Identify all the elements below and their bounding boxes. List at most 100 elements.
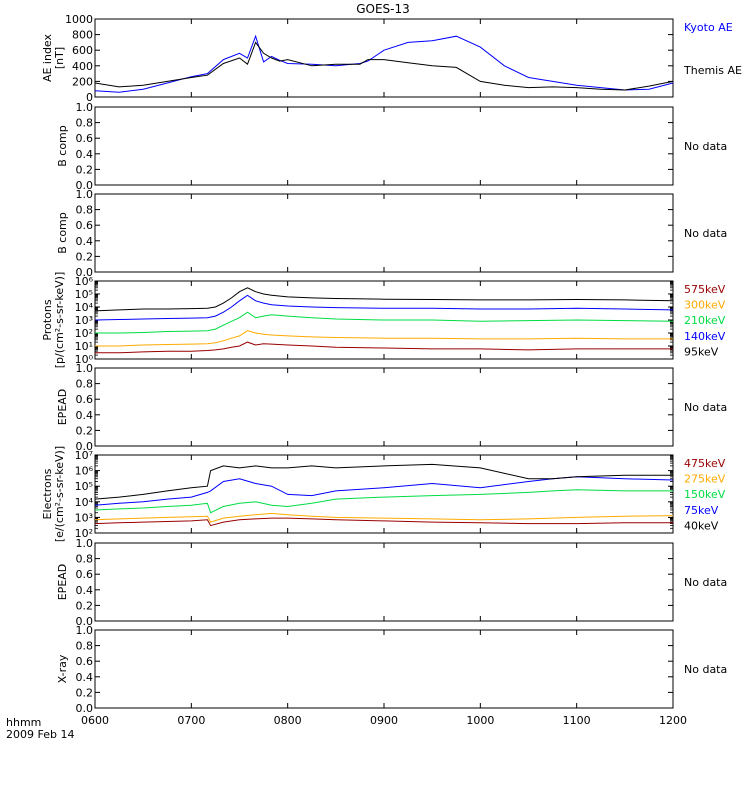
series-line-themis-ae: [94, 41, 674, 91]
y-tick-label: 0.6: [76, 568, 94, 581]
y-tick-label: 1.0: [76, 362, 94, 375]
y-axis-label: Electrons: [41, 468, 54, 519]
series-line-kyoto-ae: [94, 34, 674, 93]
y-tick-label: 10²: [75, 527, 93, 540]
y-tick-label: 1.0: [76, 188, 94, 201]
y-tick-label: 0.4: [76, 235, 94, 248]
y-axis-label: EPEAD: [56, 564, 69, 601]
panel-frame: [94, 629, 674, 709]
figure-title: GOES-13: [356, 2, 410, 16]
y-axis-label: [nT]: [53, 47, 66, 69]
y-tick-label: 0.0: [76, 440, 94, 453]
series-line-150kev: [94, 489, 673, 514]
series-line-575kev: [95, 341, 673, 354]
y-tick-label: 0.0: [76, 615, 94, 628]
legend-entry: 575keV: [684, 283, 726, 296]
no-data-label: No data: [684, 401, 727, 414]
y-tick-label: 400: [72, 60, 93, 73]
y-tick-label: 0.0: [76, 702, 94, 715]
y-tick-label: 10⁴: [75, 496, 94, 509]
panel-bcomp2: 0.0 0.2 0.4 0.6 0.8 1.0 B comp No data: [56, 188, 727, 279]
panel-electrons: 10² 10³ 10⁴ 10⁵ 10⁶ 10⁷ Electrons [e/(cm²-s-sr-…: [41, 446, 726, 542]
y-tick-label: 800: [72, 29, 93, 42]
y-tick-label: 0.8: [76, 640, 94, 653]
date-label: 2009 Feb 14: [6, 728, 74, 741]
y-axis-label: B comp: [56, 212, 69, 254]
series-line-40kev: [94, 463, 673, 500]
y-tick-label: 10⁵: [75, 288, 93, 301]
y-tick-label: 200: [72, 75, 93, 88]
y-axis-label: [e/(cm²-s-sr-keV)]: [53, 446, 66, 542]
series-line-140kev: [94, 294, 674, 321]
legend-entry: 95keV: [684, 345, 719, 358]
x-tick-label: 1000: [466, 714, 494, 727]
y-tick-label: 0.6: [76, 219, 94, 232]
y-tick-label: 0.8: [76, 204, 94, 217]
y-tick-label: 1000: [65, 13, 93, 26]
no-data-label: No data: [684, 663, 727, 676]
no-data-label: No data: [684, 576, 727, 589]
y-tick-label: 0.6: [76, 132, 94, 145]
legend-entry: 210keV: [684, 314, 726, 327]
y-tick-label: 0.6: [76, 393, 94, 406]
y-tick-label: 0.2: [76, 599, 94, 612]
legend-entry: 40keV: [684, 519, 719, 532]
x-tick-label: 0600: [81, 714, 109, 727]
y-tick-label: 10³: [75, 511, 93, 524]
y-axis-label: X-ray: [56, 654, 69, 683]
x-tick-label: 0700: [177, 714, 205, 727]
y-tick-label: 600: [72, 44, 93, 57]
time-unit-label: hhmm: [6, 716, 41, 729]
panel-epead1: 0.0 0.2 0.4 0.6 0.8 1.0 EPEAD No data: [56, 362, 727, 453]
y-tick-label: 0.0: [76, 266, 94, 279]
y-axis-label: EPEAD: [56, 389, 69, 426]
y-axis-label: B comp: [56, 125, 69, 167]
y-tick-label: 0.2: [76, 163, 94, 176]
y-tick-label: 0.4: [76, 671, 94, 684]
series-line-300kev: [95, 330, 673, 347]
x-tick-label: 1200: [659, 714, 687, 727]
x-tick-label: 0800: [274, 714, 302, 727]
legend-entry: Themis AE: [683, 64, 742, 77]
y-tick-label: 10⁷: [75, 449, 93, 462]
y-tick-label: 10⁰: [75, 353, 94, 366]
panel-frame: [94, 193, 674, 273]
x-tick-label: 0900: [370, 714, 398, 727]
legend-entry: 140keV: [684, 330, 726, 343]
panel-epead2: 0.0 0.2 0.4 0.6 0.8 1.0 EPEAD No data: [56, 537, 727, 628]
y-tick-label: 0.0: [76, 179, 94, 192]
y-tick-label: 0.2: [76, 250, 94, 263]
y-tick-label: 1.0: [76, 537, 94, 550]
legend-entry: 300keV: [684, 299, 726, 312]
panel-bcomp1: 0.0 0.2 0.4 0.6 0.8 1.0 B comp No data: [56, 101, 727, 192]
y-tick-label: 0.4: [76, 584, 94, 597]
legend-entry: 275keV: [684, 473, 726, 486]
y-axis-label: [p/(cm²-s-sr-keV)]: [53, 272, 66, 369]
panel-ae: 0 200 400 600 800 1000 AE index [nT] Kyoto AE The…: [41, 13, 742, 104]
y-tick-label: 10⁶: [75, 465, 94, 478]
no-data-label: No data: [684, 227, 727, 240]
y-tick-label: 0.8: [76, 553, 94, 566]
y-tick-label: 0.4: [76, 148, 94, 161]
y-axis-label: AE index: [41, 33, 54, 82]
y-tick-label: 0.6: [76, 655, 94, 668]
y-tick-label: 1.0: [76, 101, 94, 114]
series-line-75kev: [94, 476, 674, 506]
y-tick-label: 10²: [75, 327, 93, 340]
y-tick-label: 0.4: [76, 409, 94, 422]
x-axis: 0600 0700 0800 0900 1000 1100 1200: [81, 714, 687, 727]
panel-frame: [94, 542, 674, 622]
series-line-210kev: [95, 311, 674, 334]
legend-entry: 75keV: [684, 504, 719, 517]
y-tick-label: 10⁶: [75, 275, 94, 288]
no-data-label: No data: [684, 140, 727, 153]
panel-frame: [94, 106, 674, 186]
y-tick-label: 10⁴: [75, 301, 94, 314]
y-axis-label: Protons: [41, 299, 54, 340]
y-tick-label: 10⁵: [75, 480, 93, 493]
panel-frame: [94, 18, 674, 98]
legend-entry: 475keV: [684, 457, 726, 470]
y-tick-label: 10¹: [75, 340, 93, 353]
series-line-275kev: [94, 512, 674, 523]
